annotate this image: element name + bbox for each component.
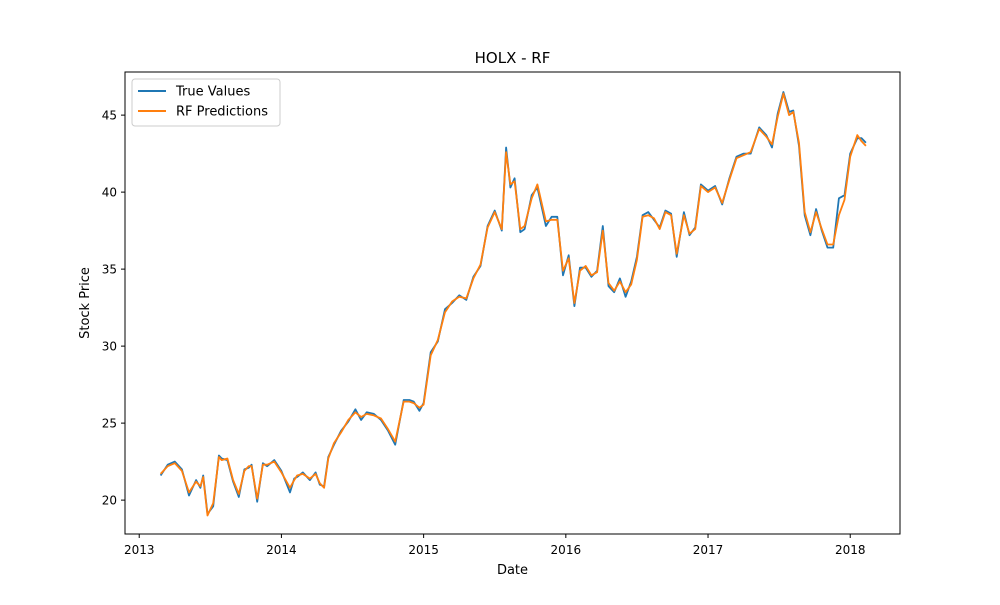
x-axis-label: Date [497,563,528,578]
x-tick-label: 2013 [124,543,155,557]
legend: True Values RF Predictions [131,78,281,127]
y-tick-label: 35 [102,263,117,277]
y-tick-label: 30 [102,340,117,354]
legend-box [131,78,281,127]
plot-area [124,71,901,535]
y-tick-label: 20 [102,494,117,508]
y-axis: 20 25 30 35 40 45 [102,109,125,508]
y-tick-label: 45 [102,109,117,123]
x-axis: 2013 2014 2015 2016 2017 2018 [124,534,866,557]
y-tick-label: 25 [102,417,117,431]
y-tick-label: 40 [102,186,117,200]
x-tick-label: 2017 [693,543,724,557]
series-layer [159,91,867,517]
chart-title: HOLX - RF [475,49,551,67]
legend-label-true-values: True Values [175,85,250,100]
x-tick-label: 2018 [835,543,866,557]
series-line-rf-predictions [159,92,867,517]
legend-label-rf-predictions: RF Predictions [176,105,268,120]
x-tick-label: 2015 [408,543,439,557]
x-tick-label: 2016 [551,543,582,557]
plot-frame [124,71,901,535]
y-axis-label: Stock Price [78,267,93,339]
x-tick-label: 2014 [266,543,297,557]
